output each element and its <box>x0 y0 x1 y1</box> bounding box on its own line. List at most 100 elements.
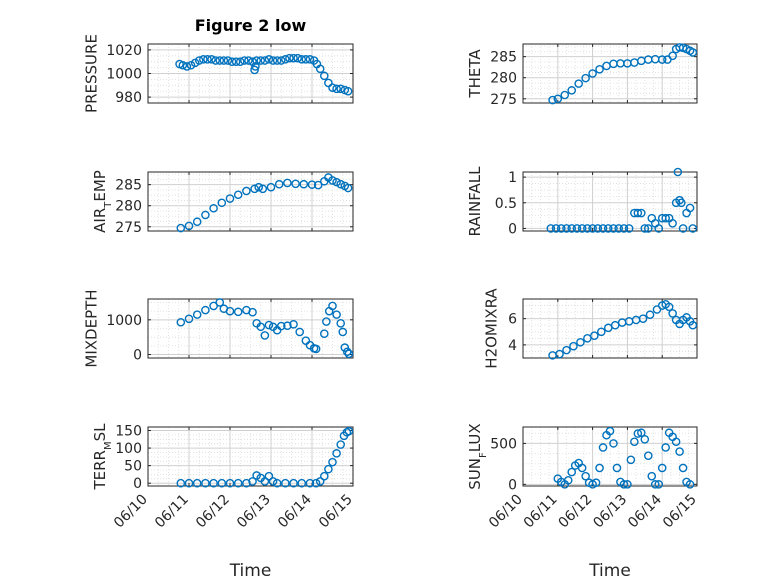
data-series <box>548 299 698 360</box>
data-point <box>315 477 325 486</box>
data-point <box>572 224 582 233</box>
data-point <box>176 317 186 327</box>
x-tick-label: 06/11 <box>152 492 192 532</box>
data-point <box>643 451 653 460</box>
data-point <box>250 65 259 75</box>
data-point <box>289 478 298 488</box>
data-point <box>264 320 274 330</box>
data-point <box>319 329 329 339</box>
data-point <box>619 480 629 489</box>
data-point <box>553 94 563 104</box>
data-point <box>291 179 300 189</box>
y-tick-label: 275 <box>115 220 142 236</box>
data-point <box>668 51 677 61</box>
data-point <box>569 341 578 351</box>
data-series <box>548 43 698 105</box>
data-point <box>668 309 677 318</box>
data-point <box>324 464 333 474</box>
data-point <box>605 426 615 436</box>
data-point <box>244 56 253 65</box>
plot-area <box>148 172 353 231</box>
data-point <box>311 478 321 488</box>
data-point <box>293 53 302 63</box>
data-point <box>336 179 346 189</box>
data-point <box>276 56 286 65</box>
y-axis-label: PRESSURE <box>82 34 100 113</box>
data-point <box>283 321 292 331</box>
data-point <box>336 84 346 94</box>
data-point <box>332 84 341 94</box>
data-point <box>647 471 657 481</box>
y-axis-label: THETA <box>466 49 484 99</box>
x-tick-label: 06/12 <box>556 492 596 532</box>
data-point <box>678 463 688 473</box>
data-point <box>581 471 590 481</box>
data-point <box>248 307 257 317</box>
data-point <box>633 429 643 438</box>
data-point <box>203 55 212 64</box>
data-point <box>633 208 643 218</box>
data-point <box>315 64 325 74</box>
data-point <box>258 184 268 194</box>
data-point <box>609 439 618 448</box>
data-series <box>176 426 354 488</box>
data-point <box>322 317 331 326</box>
data-point <box>256 322 266 332</box>
data-point <box>217 478 227 488</box>
data-series <box>176 298 354 359</box>
data-point <box>297 478 307 488</box>
data-series <box>546 167 698 233</box>
data-point <box>328 176 337 185</box>
figure-title: Figure 2 low <box>195 16 307 35</box>
x-tick-label: 06/14 <box>625 491 665 531</box>
data-point <box>677 198 686 208</box>
data-point <box>217 198 227 208</box>
data-point <box>201 210 210 220</box>
data-point <box>184 221 194 231</box>
data-point <box>343 86 353 96</box>
data-point <box>328 83 337 92</box>
data-point <box>178 60 188 70</box>
data-point <box>664 302 674 312</box>
data-point <box>581 73 590 83</box>
data-point <box>630 437 639 447</box>
data-point <box>583 224 592 233</box>
data-point <box>590 331 599 341</box>
y-tick-label: 6 <box>508 312 517 328</box>
data-point <box>338 327 348 337</box>
data-point <box>184 478 194 488</box>
subplot-4: 0 0.5 1 RAINFALL <box>466 166 698 237</box>
data-point <box>252 56 261 65</box>
y-axis-label: H2OMIXRA <box>483 288 501 369</box>
data-point <box>192 217 202 227</box>
y-tick-label: 0 <box>508 221 517 237</box>
data-point <box>233 190 243 200</box>
axes-box <box>147 298 354 359</box>
data-point <box>240 56 249 65</box>
data-point <box>256 56 266 65</box>
data-point <box>597 327 606 337</box>
data-point <box>675 447 684 456</box>
data-point <box>593 224 603 233</box>
x-tick-label: 06/10 <box>486 492 526 532</box>
data-point <box>209 203 218 213</box>
plot-area <box>523 299 697 358</box>
y-tick-label: 1020 <box>106 43 142 59</box>
data-point <box>215 56 225 65</box>
data-point <box>184 314 194 324</box>
data-point <box>199 55 208 64</box>
data-point <box>654 480 664 489</box>
data-point <box>340 343 350 352</box>
y-tick-label: 285 <box>490 50 517 66</box>
data-point <box>640 224 650 233</box>
data-point <box>274 179 284 189</box>
data-point <box>657 55 667 64</box>
data-point <box>673 167 683 177</box>
data-point <box>319 471 329 481</box>
data-point <box>567 86 577 95</box>
data-point <box>182 62 192 71</box>
data-point <box>233 478 243 488</box>
y-tick-label: 280 <box>115 199 142 215</box>
